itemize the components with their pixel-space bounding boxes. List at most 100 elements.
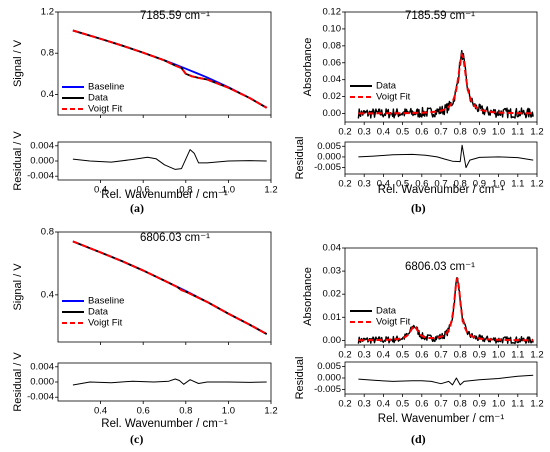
panel-d-xlabel: Rel. Wavenumber / cm⁻¹	[378, 413, 505, 425]
panel-b-main-xtick-label: 0.2	[338, 127, 351, 138]
panel-d-main-xtick-label: 1.2	[530, 350, 543, 361]
figure-label-a: (a)	[130, 201, 144, 215]
panel-a-legend-label: Voigt Fit	[88, 104, 123, 115]
panel-c-residual-ylabel: Residual / V	[12, 352, 24, 412]
panel-b-residual-xtick-label: 1.0	[492, 179, 505, 190]
panel-c-residual-ytick-label: 0.004	[30, 361, 54, 372]
panel-d-main-xtick-label: 0.8	[454, 350, 467, 361]
panel-b-residual-ytick-label: -0.005	[314, 162, 341, 173]
panel-d-residual-ytick-label: 0.000	[317, 373, 341, 384]
panel-c-main-axes	[57, 231, 272, 343]
panel-d-ylabel: Absorbance	[302, 267, 314, 326]
panel-b-residual-xtick-label: 0.5	[396, 179, 409, 190]
panel-b-voigt-fit-line	[358, 51, 534, 115]
panel-a-title: 7185.59 cm⁻¹	[140, 10, 210, 22]
panel-b-ylabel: Absorbance	[302, 38, 314, 97]
panel-b-title: 7185.59 cm⁻¹	[405, 10, 475, 22]
panel-b-main-xtick-label: 1.2	[530, 127, 543, 138]
panel-b-main-ytick-label: 0.12	[323, 7, 342, 18]
panel-c-residual-xtick-label: 0.6	[137, 406, 150, 417]
panel-a-residual-ytick-label: 0.004	[30, 140, 54, 151]
panel-b-main-ytick-label: 0.08	[323, 40, 342, 51]
panel-a-residual-xtick-label: 0.4	[94, 185, 107, 196]
panel-b-main-ytick-label: 0.02	[323, 91, 342, 102]
panel-b-residual-xtick-label: 0.4	[377, 179, 390, 190]
panel-d-main-xtick-label: 0.6	[415, 350, 428, 361]
panel-a-legend-label: Data	[88, 93, 109, 104]
panel-b-main-xtick-label: 0.3	[358, 127, 371, 138]
panel-c-legend-label: Baseline	[88, 296, 124, 307]
panel-a-main-ytick-label: 1.2	[41, 7, 54, 18]
panel-d-residual-ylabel: Residual	[294, 357, 306, 400]
panel-c-residual-ytick-label: -0.004	[27, 392, 54, 403]
panel-b-main-xtick-label: 0.8	[454, 127, 467, 138]
panel-b-main-xtick-label: 0.7	[434, 127, 447, 138]
panel-a-residual-xtick-label: 1.2	[264, 185, 277, 196]
panel-d-main-ytick-label: 0.04	[323, 243, 342, 254]
panel-b-main-xtick-label: 0.9	[473, 127, 486, 138]
panel-b-residual-ytick-label: 0.005	[317, 141, 341, 152]
panel-a-ylabel: Signal / V	[12, 39, 24, 87]
panel-c-residual-line	[72, 378, 267, 386]
panel-c-voigt-fit-line	[72, 240, 268, 335]
panel-d-main-ytick-label: 0.03	[323, 266, 342, 277]
panel-a-residual-ylabel: Residual / V	[12, 131, 24, 191]
panel-d-residual-line	[358, 374, 534, 386]
panel-d-residual-ytick-label: -0.005	[314, 384, 341, 395]
panel-c-main-ytick-label: 0.8	[41, 227, 54, 238]
panel-c-ylabel: Signal / V	[12, 263, 24, 311]
panel-b-main-xtick-label: 1.0	[492, 127, 505, 138]
panel-b-main-xtick-label: 0.5	[396, 127, 409, 138]
panel-d-main-xtick-label: 1.0	[492, 350, 505, 361]
panel-a-residual-ytick-label: 0.000	[30, 156, 54, 167]
figure-label-b: (b)	[411, 201, 426, 215]
panel-d-main-ytick-label: 0.02	[323, 289, 342, 300]
panel-d-main-xtick-label: 0.2	[338, 350, 351, 361]
panel-d-residual-xtick-label: 0.3	[358, 399, 371, 410]
panel-d-residual-xtick-label: 0.7	[434, 399, 447, 410]
panel-c-residual-xtick-label: 1.2	[264, 406, 277, 417]
panel-c-residual-xtick-label: 0.4	[94, 406, 107, 417]
panel-b-residual-ylabel: Residual	[294, 137, 306, 180]
panel-c-residual-ytick-label: 0.000	[30, 377, 54, 388]
panel-b-main-ytick-label: 0.10	[323, 23, 342, 34]
panel-a-legend-label: Baseline	[88, 82, 124, 93]
panel-a-residual-xtick-label: 1.0	[222, 185, 235, 196]
panel-b-residual-xtick-label: 0.3	[358, 179, 371, 190]
panel-b-data-line	[357, 49, 534, 119]
panel-b-main-ytick-label: 0.04	[323, 74, 342, 85]
panel-b-residual-xtick-label: 1.1	[511, 179, 524, 190]
panel-a-residual-line	[72, 149, 267, 170]
panel-d-residual-xtick-label: 0.4	[377, 399, 390, 410]
panel-d-main-xtick-label: 0.9	[473, 350, 486, 361]
panel-b-residual-xtick-label: 0.9	[473, 179, 486, 190]
panel-d-residual-xtick-label: 0.6	[415, 399, 428, 410]
panel-b-residual-xtick-label: 1.2	[530, 179, 543, 190]
panel-d-residual-xtick-label: 1.0	[492, 399, 505, 410]
panel-a-main-axes	[57, 11, 272, 116]
panel-d-legend-label: Voigt Fit	[376, 317, 411, 328]
panel-d-main-xtick-label: 0.5	[396, 350, 409, 361]
panel-d-title: 6806.03 cm⁻¹	[405, 261, 475, 273]
panel-b-residual-xtick-label: 0.8	[454, 179, 467, 190]
panel-a-main-ytick-label: 0.8	[41, 48, 54, 59]
panel-b-legend-label: Data	[376, 81, 397, 92]
panel-d-legend-label: Data	[376, 306, 397, 317]
panel-b-main-xtick-label: 0.4	[377, 127, 390, 138]
panel-b-residual-xtick-label: 0.6	[415, 179, 428, 190]
panel-d-main-xtick-label: 0.7	[434, 350, 447, 361]
panel-a-voigt-fit-line	[72, 29, 268, 109]
panel-c-xlabel: Rel. Wavenumber / cm⁻¹	[101, 418, 228, 430]
panel-d-residual-xtick-label: 1.1	[511, 399, 524, 410]
figure-label-d: (d)	[411, 432, 426, 446]
panel-b-residual-line	[358, 144, 534, 169]
panel-b-xlabel: Rel. Wavenumber / cm⁻¹	[378, 184, 505, 196]
panel-d-residual-xtick-label: 1.2	[530, 399, 543, 410]
panel-c-main-ytick-label: 0.4	[41, 289, 54, 300]
panel-b-residual-ytick-label: 0.000	[317, 151, 341, 162]
panel-d-residual-xtick-label: 0.2	[338, 399, 351, 410]
panel-c-title: 6806.03 cm⁻¹	[140, 232, 210, 244]
panel-d-voigt-fit-line	[358, 277, 534, 342]
panel-c-residual-xtick-label: 0.8	[179, 406, 192, 417]
panel-d-residual-xtick-label: 0.5	[396, 399, 409, 410]
